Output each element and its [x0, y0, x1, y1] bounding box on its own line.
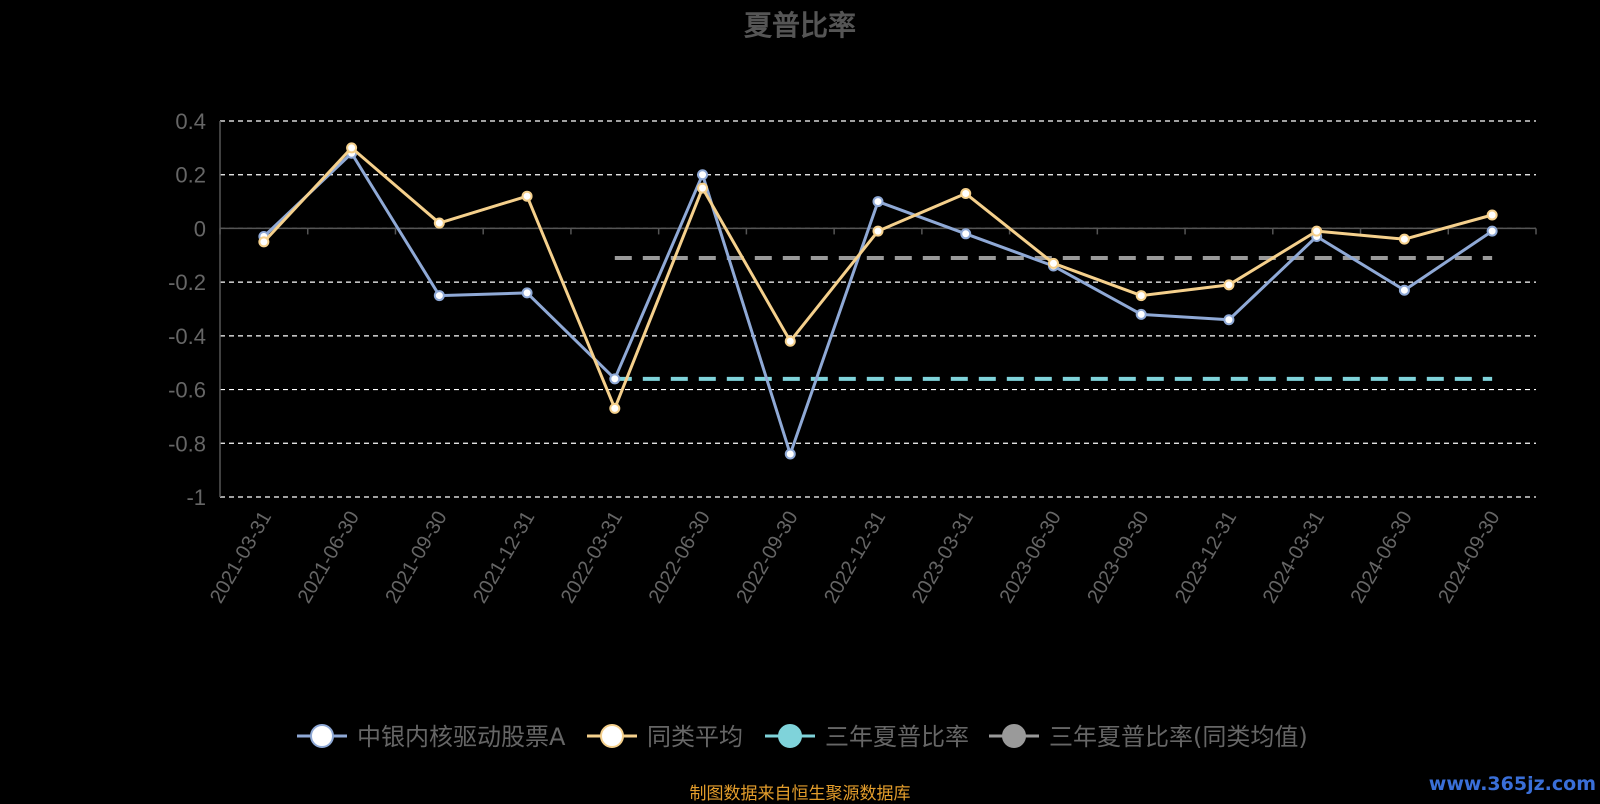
x-tick-label: 2023-03-31	[908, 508, 978, 608]
data-point-fund	[784, 448, 796, 460]
data-point-peer	[872, 225, 884, 237]
x-tick-label: 2023-12-31	[1171, 508, 1241, 608]
data-point-peer	[1486, 209, 1498, 221]
x-tick-label: 2023-06-30	[996, 508, 1066, 608]
x-tick-label: 2021-09-30	[381, 508, 451, 608]
data-point-fund	[1486, 225, 1498, 237]
series-line-peer	[262, 146, 1493, 410]
x-tick-label: 2021-12-31	[469, 508, 539, 608]
data-point-fund	[960, 228, 972, 240]
data-point-peer	[258, 236, 270, 248]
data-point-fund	[872, 196, 884, 208]
series-layer	[258, 142, 1498, 460]
data-point-peer	[784, 335, 796, 347]
y-tick-label: -0.6	[168, 378, 206, 403]
data-point-peer	[609, 402, 621, 414]
data-point-fund	[1398, 284, 1410, 296]
x-tick-label: 2024-09-30	[1434, 508, 1504, 608]
legend-item[interactable]: 三年夏普比率	[765, 723, 969, 751]
watermark: www.365jz.com	[1428, 773, 1596, 795]
legend-marker	[600, 724, 624, 748]
x-tick-label: 2022-09-30	[732, 508, 802, 608]
data-point-peer	[521, 190, 533, 202]
data-point-fund	[433, 290, 445, 302]
chart-title: 夏普比率	[743, 10, 856, 41]
legend-item[interactable]: 同类平均	[587, 723, 743, 751]
data-point-peer	[960, 188, 972, 200]
data-point-peer	[433, 217, 445, 229]
data-point-fund	[697, 169, 709, 181]
legend-label: 中银内核驱动股票A	[357, 723, 566, 751]
x-tick-label: 2022-06-30	[645, 508, 715, 608]
data-point-peer	[697, 182, 709, 194]
data-point-peer	[346, 142, 358, 154]
data-point-peer	[1398, 233, 1410, 245]
legend-marker	[310, 724, 334, 748]
y-tick-label: -0.4	[168, 324, 206, 349]
legend-marker	[778, 724, 802, 748]
x-tick-label: 2024-03-31	[1259, 508, 1329, 608]
data-point-peer	[1311, 225, 1323, 237]
y-tick-label: -0.8	[168, 431, 206, 456]
y-tick-label: 0	[194, 216, 206, 241]
data-point-fund	[521, 287, 533, 299]
y-tick-label: 0.4	[175, 109, 206, 134]
x-tick-label: 2022-03-31	[557, 508, 627, 608]
data-point-peer	[1135, 290, 1147, 302]
source-note: 制图数据来自恒生聚源数据库	[689, 784, 911, 804]
data-point-peer	[1223, 279, 1235, 291]
data-point-fund	[609, 373, 621, 385]
data-point-fund	[1223, 314, 1235, 326]
data-point-fund	[1135, 308, 1147, 320]
x-tick-label: 2021-06-30	[294, 508, 364, 608]
legend-label: 三年夏普比率(同类均值)	[1049, 723, 1308, 751]
x-tick-label: 2021-03-31	[206, 508, 276, 608]
x-tick-label: 2024-06-30	[1347, 508, 1417, 608]
y-tick-label: 0.2	[175, 163, 206, 188]
legend-label: 三年夏普比率	[825, 723, 969, 751]
legend[interactable]: 中银内核驱动股票A 同类平均 三年夏普比率 三年夏普比率(同类均值)	[297, 723, 1308, 751]
data-point-peer	[1047, 257, 1059, 269]
x-tick-label: 2023-09-30	[1083, 508, 1153, 608]
grid-layer	[220, 120, 1536, 498]
x-tick-label: 2022-12-31	[820, 508, 890, 608]
y-tick-label: -0.2	[168, 270, 206, 295]
legend-label: 同类平均	[647, 723, 743, 751]
y-tick-label: -1	[186, 485, 206, 510]
legend-item[interactable]: 中银内核驱动股票A	[297, 723, 566, 751]
legend-item[interactable]: 三年夏普比率(同类均值)	[989, 723, 1308, 751]
legend-marker	[1002, 724, 1026, 748]
